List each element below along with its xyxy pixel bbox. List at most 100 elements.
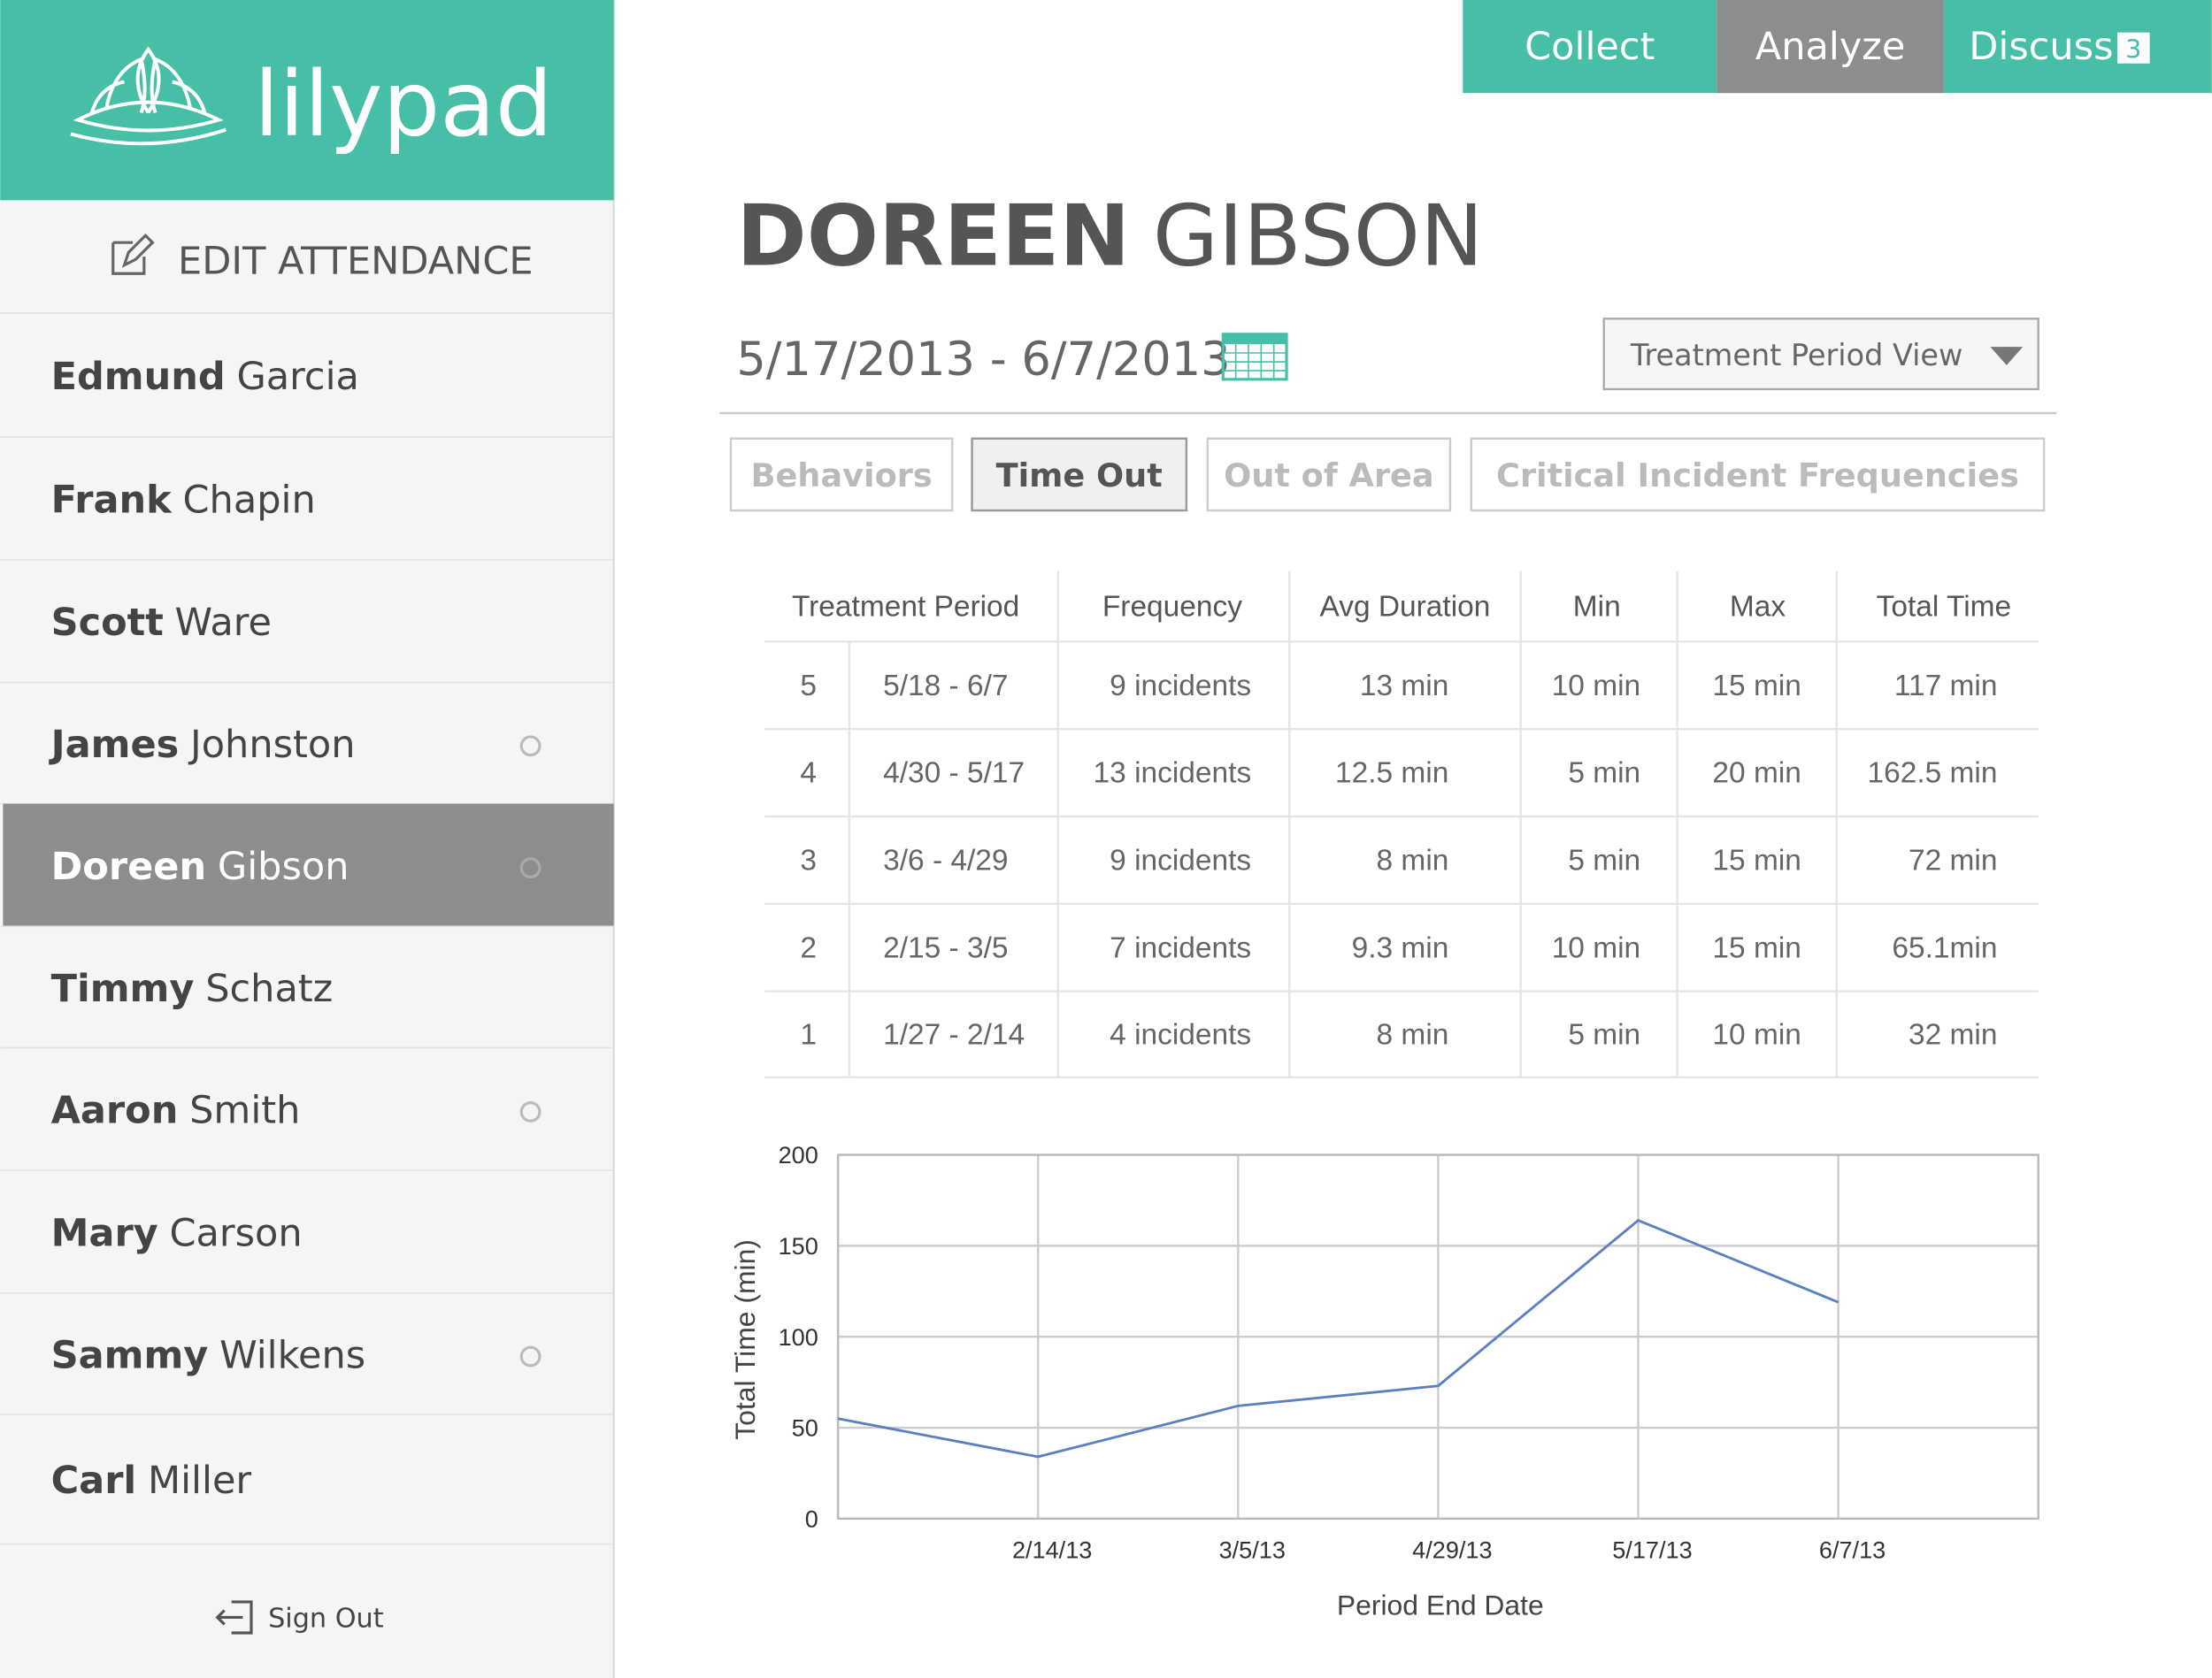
table-cell: 32 min [1909, 1018, 1997, 1051]
logo-stroke [89, 80, 125, 114]
student-row[interactable]: Timmy Schatz [0, 967, 614, 1049]
student-row[interactable]: James Johnston [0, 723, 614, 805]
last-name[interactable]: Ware [175, 601, 272, 645]
table-cell: 4/30 - 5/17 [883, 757, 1025, 790]
student-row[interactable]: Carl Miller [0, 1459, 614, 1545]
tab-label[interactable]: Critical Incident Frequencies [1496, 456, 2019, 494]
first-name: DOREEN [736, 187, 1130, 286]
table-cell: 1 [800, 1018, 817, 1051]
tab-label[interactable]: Out of Area [1224, 456, 1433, 494]
last-name[interactable]: Wilkens [219, 1333, 365, 1377]
last-name[interactable]: Smith [189, 1089, 300, 1133]
logo-stroke [135, 46, 161, 114]
edit-attendance[interactable]: EDIT ATTENDANCE [111, 233, 534, 283]
status-dot [519, 735, 541, 757]
student-row[interactable]: Edmund Garcia [0, 355, 614, 438]
table-cell: 162.5 min [1867, 757, 1997, 790]
student-name[interactable]: Scott Ware [51, 601, 272, 645]
first-name[interactable]: Frank [51, 478, 173, 522]
dropdown-label[interactable]: Treatment Period View [1630, 338, 1962, 372]
sign-out-label[interactable]: Sign Out [268, 1604, 384, 1635]
dropdown[interactable]: Treatment Period View [1602, 318, 2039, 391]
student-name[interactable]: Frank Chapin [51, 478, 316, 522]
tab[interactable]: Out of Area [1206, 437, 1452, 512]
last-name[interactable]: Schatz [205, 967, 333, 1011]
student-row[interactable]: Sammy Wilkens [0, 1333, 614, 1415]
table-cell: 13 min [1360, 670, 1448, 702]
table-cell: 9 incidents [1110, 670, 1251, 702]
x-tick-label: 3/5/13 [1219, 1536, 1286, 1564]
student-name[interactable]: Timmy Schatz [51, 967, 334, 1011]
nav-label[interactable]: Analyze [1755, 25, 1906, 69]
nav-bg [1463, 0, 1717, 94]
student-row[interactable]: Aaron Smith [0, 1089, 614, 1171]
y-tick-label: 200 [779, 1141, 818, 1168]
table-cell: 72 min [1909, 845, 1997, 877]
sign-out[interactable]: Sign Out [215, 1600, 384, 1635]
nav-label[interactable]: Collect [1525, 25, 1655, 69]
column-header: Max [1730, 591, 1786, 624]
student-name[interactable]: Doreen Gibson [51, 845, 349, 889]
first-name[interactable]: Sammy [51, 1333, 209, 1377]
student-row[interactable]: Scott Ware [0, 601, 614, 684]
tab-label[interactable]: Behaviors [751, 456, 933, 494]
nav-item[interactable]: Discuss 3 [1943, 0, 2212, 94]
student-name[interactable]: Sammy Wilkens [51, 1333, 366, 1377]
x-tick-label: 6/7/13 [1819, 1536, 1886, 1564]
tab[interactable]: Critical Incident Frequencies [1470, 437, 2046, 512]
student-name[interactable]: Edmund Garcia [51, 355, 359, 399]
student-row[interactable]: Frank Chapin [0, 478, 614, 561]
first-name[interactable]: Timmy [51, 967, 195, 1011]
calendar-icon[interactable] [1221, 333, 1288, 381]
first-name[interactable]: Scott [51, 601, 164, 645]
tab-label[interactable]: Time Out [996, 456, 1163, 494]
student-name[interactable]: James Johnston [49, 723, 356, 767]
logo-icon [70, 46, 227, 146]
table-cell: 10 min [1552, 670, 1640, 702]
logo-stroke [70, 127, 227, 146]
first-name[interactable]: Mary [51, 1211, 158, 1255]
last-name[interactable]: Carson [169, 1211, 302, 1255]
first-name[interactable]: Aaron [51, 1089, 179, 1133]
last-name[interactable]: Gibson [218, 845, 349, 889]
y-tick-label: 0 [805, 1505, 818, 1532]
column-header: Total Time [1877, 591, 2012, 624]
table-cell: 9.3 min [1352, 931, 1449, 964]
x-axis-label: Period End Date [1337, 1589, 1544, 1621]
last-name[interactable]: Chapin [183, 478, 316, 522]
first-name[interactable]: James [49, 723, 180, 767]
tab[interactable]: Behaviors [729, 437, 954, 512]
first-name[interactable]: Carl [51, 1459, 137, 1503]
student-name[interactable]: Mary Carson [51, 1211, 303, 1255]
student-name[interactable]: Aaron Smith [51, 1089, 301, 1133]
tab-box [729, 437, 954, 512]
logo: lilypad [254, 52, 552, 157]
y-tick-label: 100 [779, 1323, 818, 1351]
table: Treatment Period Frequency Avg Duration Min… [764, 571, 2039, 1079]
sign-out-icon [215, 1600, 253, 1635]
student-name[interactable]: Carl Miller [51, 1459, 252, 1503]
table-cell: 2 [800, 931, 817, 964]
column-header: Treatment Period [792, 591, 1019, 624]
nav-item[interactable]: Collect [1463, 0, 1717, 94]
table-cell: 1/27 - 2/14 [883, 1018, 1025, 1051]
table-cell: 8 min [1377, 1018, 1449, 1051]
last-name[interactable]: Johnston [188, 723, 355, 767]
nav-label[interactable]: Discuss [1969, 25, 2113, 69]
edit-label[interactable]: EDIT ATTENDANCE [178, 239, 534, 283]
first-name[interactable]: Edmund [51, 355, 226, 399]
student-row[interactable]: Mary Carson [0, 1211, 614, 1294]
last-name[interactable]: Garcia [236, 355, 358, 399]
nav-item[interactable]: Analyze [1717, 0, 1944, 94]
last-name: GIBSON [1153, 187, 1484, 286]
table-cell: 2/15 - 3/5 [883, 931, 1008, 964]
y-tick-label: 50 [792, 1414, 818, 1442]
y-tick-label: 150 [779, 1232, 818, 1260]
dropdown-box [1602, 318, 2039, 391]
line-series [837, 1218, 1839, 1459]
student-row[interactable]: Doreen Gibson [0, 803, 614, 928]
column-header: Frequency [1102, 591, 1242, 624]
last-name[interactable]: Miller [148, 1459, 251, 1503]
tab[interactable]: Time Out [971, 437, 1188, 512]
first-name[interactable]: Doreen [51, 845, 207, 889]
